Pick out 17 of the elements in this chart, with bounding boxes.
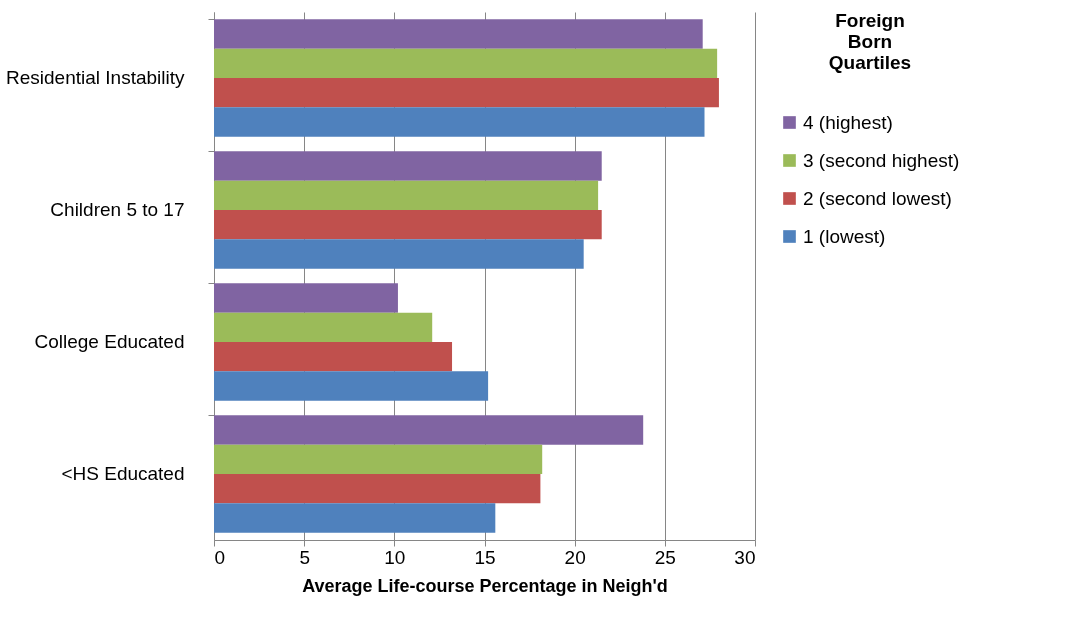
legend-label: 2 (second lowest) — [803, 187, 952, 209]
y-tick-label: <HS Educated — [61, 463, 185, 484]
legend-label: 1 (lowest) — [803, 225, 886, 247]
legend-title: Foreign Born Quartiles — [828, 10, 912, 73]
x-tick-label: 5 — [299, 546, 310, 568]
x-tick-label: 30 — [734, 546, 756, 568]
x-tick-label: 0 — [214, 546, 226, 568]
x-axis-title: Average Life-course Percentage in Neigh'd — [302, 575, 668, 596]
y-tick-label: Children 5 to 17 — [50, 199, 185, 220]
legend-label: 3 (second highest) — [803, 149, 960, 171]
x-tick-label: 10 — [384, 546, 406, 568]
y-tick-label: College Educated — [34, 331, 185, 352]
x-tick-label: 20 — [564, 546, 586, 568]
x-tick-label: 15 — [474, 546, 496, 568]
y-tick-label: Residential Instability — [6, 67, 185, 88]
x-tick-label: 25 — [654, 546, 676, 568]
legend-label: 4 (highest) — [803, 111, 893, 133]
